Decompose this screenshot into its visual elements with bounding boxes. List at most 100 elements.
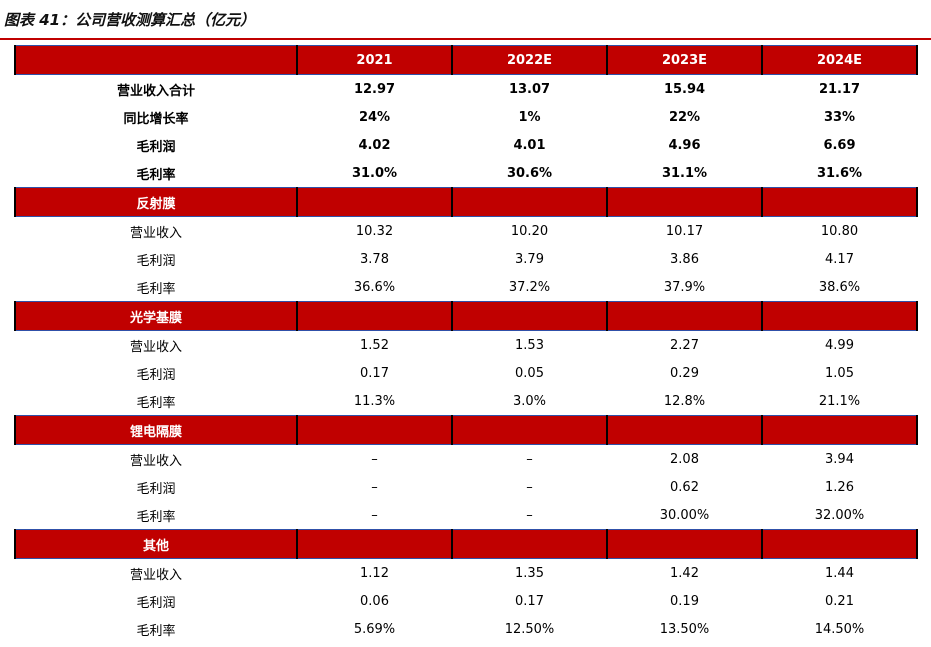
value-cell: 1.12 bbox=[360, 565, 389, 581]
value-cell: 0.17 bbox=[360, 365, 389, 381]
row-label: 营业收入 bbox=[129, 453, 182, 469]
segment-data-row: 毛利润 3.78 3.79 3.86 4.17 bbox=[15, 245, 917, 273]
value-cell: 3.0% bbox=[512, 393, 547, 409]
value-cell: 14.50% bbox=[814, 621, 865, 637]
value-cell: 4.99 bbox=[825, 337, 854, 353]
value-cell: 5.69% bbox=[353, 621, 396, 637]
value-cell: – bbox=[371, 451, 378, 467]
value-cell: 1.35 bbox=[515, 565, 544, 581]
value-cell: 38.6% bbox=[818, 279, 861, 295]
value-cell: – bbox=[371, 479, 378, 495]
row-label: 毛利润 bbox=[136, 253, 176, 269]
segment-name: 光学基膜 bbox=[14, 301, 298, 331]
row-label: 毛利率 bbox=[136, 167, 176, 183]
segment-header-row: 光学基膜 bbox=[14, 301, 918, 331]
value-cell: 32.00% bbox=[814, 507, 865, 523]
row-label: 同比增长率 bbox=[123, 111, 189, 127]
row-label: 营业收入 bbox=[129, 225, 182, 241]
column-header: 2022E bbox=[451, 45, 608, 75]
summary-row: 毛利率 31.0% 30.6% 31.1% 31.6% bbox=[15, 159, 917, 188]
segment-header-cell bbox=[761, 187, 918, 217]
segment-header-row: 其他 bbox=[14, 529, 918, 559]
value-cell: 0.62 bbox=[670, 479, 699, 495]
value-cell: 3.94 bbox=[825, 451, 854, 467]
value-cell: 0.17 bbox=[515, 593, 544, 609]
segment-header-cell bbox=[761, 529, 918, 559]
value-cell: 0.06 bbox=[360, 593, 389, 609]
value-cell: – bbox=[526, 507, 533, 523]
value-cell: 31.6% bbox=[816, 165, 863, 181]
value-cell: 0.19 bbox=[670, 593, 699, 609]
segment-name: 锂电隔膜 bbox=[14, 415, 298, 445]
segment-data-row: 营业收入 1.12 1.35 1.42 1.44 bbox=[15, 559, 917, 588]
row-label: 毛利率 bbox=[136, 623, 176, 639]
value-cell: 10.32 bbox=[355, 223, 394, 239]
segment-name: 其他 bbox=[14, 529, 298, 559]
segment-header-cell bbox=[451, 415, 608, 445]
value-cell: 21.17 bbox=[818, 81, 861, 97]
value-cell: 31.0% bbox=[351, 165, 398, 181]
value-cell: – bbox=[526, 479, 533, 495]
value-cell: 4.96 bbox=[668, 137, 701, 153]
value-cell: 4.02 bbox=[358, 137, 391, 153]
value-cell: 12.50% bbox=[504, 621, 555, 637]
row-label: 毛利润 bbox=[136, 367, 176, 383]
summary-row: 同比增长率 24% 1% 22% 33% bbox=[15, 103, 917, 131]
segment-data-row: 毛利率 5.69% 12.50% 13.50% 14.50% bbox=[15, 615, 917, 643]
value-cell: 21.1% bbox=[818, 393, 861, 409]
title-divider bbox=[0, 38, 931, 40]
value-cell: 30.00% bbox=[659, 507, 710, 523]
value-cell: 1.44 bbox=[825, 565, 854, 581]
segment-data-row: 毛利润 – – 0.62 1.26 bbox=[15, 473, 917, 501]
segment-data-row: 毛利润 0.06 0.17 0.19 0.21 bbox=[15, 587, 917, 615]
column-header: 2024E bbox=[761, 45, 918, 75]
value-cell: 13.07 bbox=[508, 81, 551, 97]
value-cell: 37.2% bbox=[508, 279, 551, 295]
value-cell: 1.53 bbox=[515, 337, 544, 353]
segment-header-row: 锂电隔膜 bbox=[14, 415, 918, 445]
segment-header-cell bbox=[451, 187, 608, 217]
value-cell: 22% bbox=[668, 109, 701, 125]
segment-header-cell bbox=[296, 301, 453, 331]
value-cell: 12.97 bbox=[353, 81, 396, 97]
value-cell: 33% bbox=[823, 109, 856, 125]
segment-header-cell bbox=[761, 415, 918, 445]
value-cell: 30.6% bbox=[506, 165, 553, 181]
value-cell: 6.69 bbox=[823, 137, 856, 153]
row-label: 毛利率 bbox=[136, 281, 176, 297]
value-cell: 24% bbox=[358, 109, 391, 125]
row-label: 毛利率 bbox=[136, 509, 176, 525]
value-cell: 2.08 bbox=[670, 451, 699, 467]
value-cell: 10.20 bbox=[510, 223, 549, 239]
value-cell: 0.21 bbox=[825, 593, 854, 609]
segment-header-cell bbox=[296, 187, 453, 217]
value-cell: 13.50% bbox=[659, 621, 710, 637]
page-title: 图表 41：公司营收测算汇总（亿元） bbox=[4, 11, 256, 29]
table-body: 2021 2022E 2023E 2024E 营业收入合计 12.97 13.07 1… bbox=[14, 45, 918, 644]
segment-data-row: 营业收入 – – 2.08 3.94 bbox=[15, 445, 917, 474]
segment-data-row: 毛利率 – – 30.00% 32.00% bbox=[15, 501, 917, 530]
segment-header-cell bbox=[606, 301, 763, 331]
value-cell: 3.79 bbox=[515, 251, 544, 267]
value-cell: 3.86 bbox=[670, 251, 699, 267]
segment-header-cell bbox=[296, 415, 453, 445]
column-header: 2023E bbox=[606, 45, 763, 75]
value-cell: 4.01 bbox=[513, 137, 546, 153]
value-cell: 31.1% bbox=[661, 165, 708, 181]
value-cell: 1% bbox=[518, 109, 541, 125]
row-label: 毛利润 bbox=[136, 595, 176, 611]
value-cell: 1.26 bbox=[825, 479, 854, 495]
value-cell: – bbox=[371, 507, 378, 523]
value-cell: 2.27 bbox=[670, 337, 699, 353]
value-cell: 10.80 bbox=[820, 223, 859, 239]
row-label: 营业收入 bbox=[129, 339, 182, 355]
summary-row: 营业收入合计 12.97 13.07 15.94 21.17 bbox=[15, 75, 917, 104]
value-cell: 0.05 bbox=[515, 365, 544, 381]
value-cell: – bbox=[526, 451, 533, 467]
table-header-row: 2021 2022E 2023E 2024E bbox=[14, 45, 918, 75]
row-label: 营业收入 bbox=[129, 567, 182, 583]
segment-header-cell bbox=[296, 529, 453, 559]
segment-header-cell bbox=[606, 529, 763, 559]
segment-data-row: 毛利率 11.3% 3.0% 12.8% 21.1% bbox=[15, 387, 917, 416]
row-label: 毛利润 bbox=[136, 481, 176, 497]
